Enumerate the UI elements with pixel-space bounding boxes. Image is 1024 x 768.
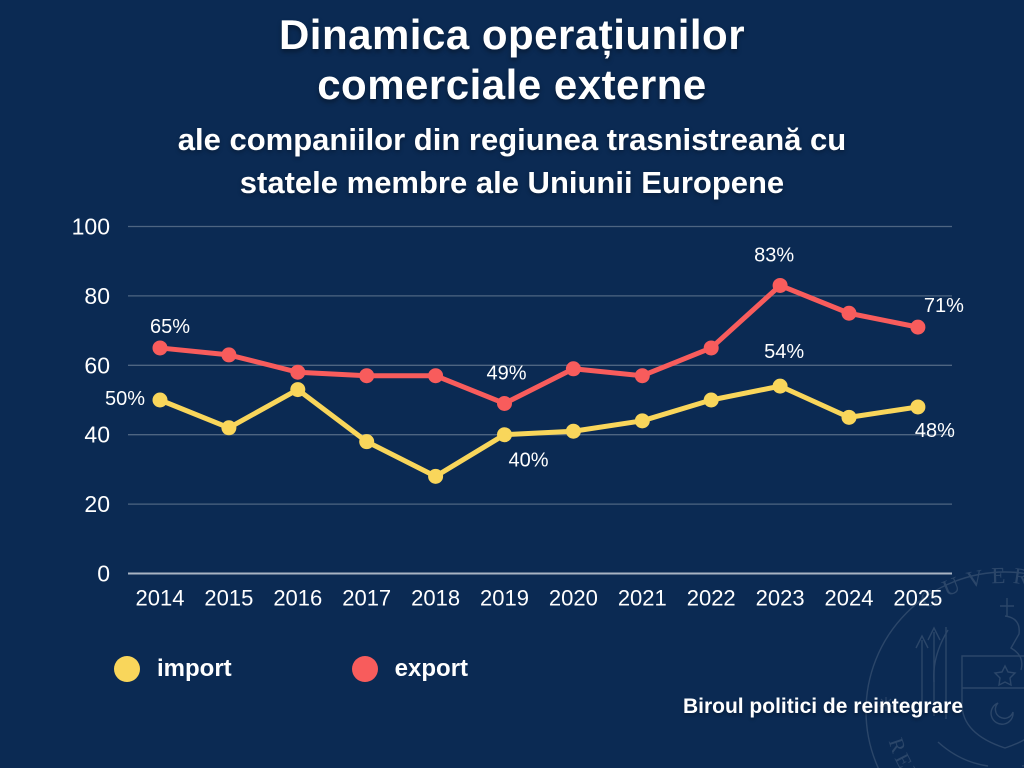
data-label-export-2014: 65%	[150, 316, 190, 338]
data-point-export-2019	[497, 395, 512, 411]
data-point-import-2022	[703, 392, 719, 408]
data-point-import-2023	[772, 378, 788, 394]
x-axis-label-2021: 2021	[618, 586, 667, 611]
import-series-dot-icon	[114, 656, 140, 682]
y-axis-tick-label: 60	[84, 352, 110, 378]
data-label-import-2025: 48%	[915, 420, 955, 442]
x-axis-label-2015: 2015	[204, 586, 253, 611]
data-point-import-2017	[359, 434, 375, 450]
data-point-import-2014	[152, 392, 168, 408]
data-point-export-2017	[359, 368, 375, 384]
data-point-export-2021	[634, 368, 650, 384]
legend-label-export: export	[394, 655, 469, 682]
seal-rosette-icon	[879, 697, 893, 711]
legend-label-import: import	[157, 655, 232, 682]
data-label-import-2014: 50%	[105, 388, 145, 410]
x-axis-label-2020: 2020	[549, 586, 598, 611]
x-axis-label-2018: 2018	[411, 586, 460, 611]
data-label-import-2019: 40%	[508, 450, 548, 472]
data-point-import-2015	[221, 420, 237, 436]
data-point-export-2020	[565, 361, 581, 377]
header: Dinamica operațiunilor comerciale extern…	[0, 10, 1024, 204]
data-point-import-2016	[290, 382, 306, 398]
x-axis-label-2017: 2017	[342, 586, 391, 611]
page-subtitle: ale companiilor din regiunea trasnistrea…	[0, 118, 1024, 204]
data-label-export-2019: 49%	[486, 362, 526, 384]
plot-area: 0 20 40 60 80 100 2014 2015 2016 2017 2018 2019 2020…	[72, 214, 965, 611]
seal-outer-ring	[865, 571, 1024, 768]
credit-text: Biroul politici de reintegrare	[682, 695, 963, 718]
y-axis-tick-label: 100	[72, 214, 110, 240]
data-point-import-2018	[428, 468, 444, 484]
data-point-export-2016	[290, 364, 306, 380]
data-label-import-2023: 54%	[764, 341, 804, 363]
chart-legend: import export	[114, 656, 468, 682]
data-label-export-2025: 71%	[924, 295, 964, 317]
moldova-government-seal-watermark: GUVERNUL REPUBLICII MOLDOVA	[865, 563, 1024, 768]
data-point-import-2024	[841, 409, 857, 425]
data-point-export-2024	[841, 305, 857, 321]
y-axis-tick-label: 0	[97, 561, 110, 587]
x-axis-label-2023: 2023	[756, 586, 805, 611]
data-point-import-2019	[497, 427, 512, 443]
y-axis-tick-label: 20	[84, 491, 110, 517]
x-axis-label-2025: 2025	[893, 586, 942, 611]
x-axis-label-2024: 2024	[825, 586, 874, 611]
data-point-import-2021	[634, 413, 650, 429]
series-line-import	[157, 383, 921, 479]
data-point-import-2020	[565, 423, 581, 439]
legend-item-import: import	[114, 656, 232, 682]
data-point-export-2015	[221, 347, 237, 363]
data-label-export-2023: 83%	[754, 244, 794, 266]
data-point-export-2023	[772, 277, 788, 293]
series-line-export	[157, 282, 921, 406]
x-axis-label-2016: 2016	[273, 586, 322, 611]
page-title-line2: comerciale externe	[317, 61, 707, 108]
seal-bottom-text: REPUBLICII MOLDOVA	[884, 735, 1024, 768]
x-axis-label-2019: 2019	[480, 586, 529, 611]
y-axis-tick-label: 80	[84, 283, 110, 309]
y-axis-tick-label: 40	[84, 422, 110, 448]
x-axis-label-2022: 2022	[687, 586, 736, 611]
data-point-export-2025	[910, 319, 926, 335]
page-title-line1: Dinamica operațiunilor	[278, 11, 746, 58]
page-subtitle-line2: statele membre ale Uniunii Europene	[239, 165, 785, 200]
x-axis-label-2014: 2014	[136, 586, 185, 611]
data-point-export-2018	[428, 368, 444, 384]
coat-of-arms-icon	[915, 598, 1024, 767]
page-subtitle-line1: ale companiilor din regiunea trasnistrea…	[177, 122, 847, 157]
data-point-export-2014	[152, 340, 168, 356]
legend-item-export: export	[351, 655, 469, 682]
data-point-import-2025	[910, 399, 926, 415]
export-series-dot-icon	[351, 656, 378, 682]
data-point-export-2022	[703, 340, 719, 356]
